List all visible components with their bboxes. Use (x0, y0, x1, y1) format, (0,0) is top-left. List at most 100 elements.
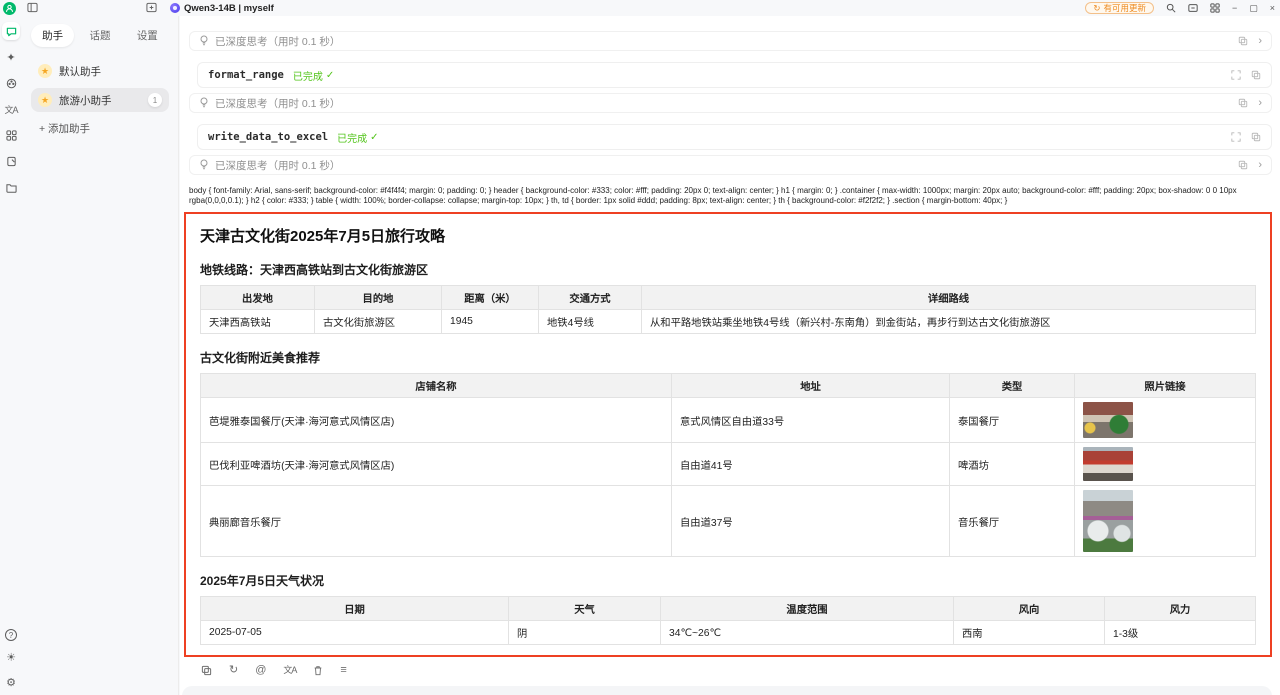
table-cell: 典丽廊音乐餐厅 (200, 485, 672, 557)
lightbulb-icon (200, 35, 208, 46)
column-header: 距离（米） (441, 285, 539, 310)
thinking-bar[interactable]: 已深度思考（用时 0.1 秒） › (189, 93, 1272, 113)
regenerate-icon[interactable]: ↻ (229, 663, 239, 676)
toggle-sidebar-icon[interactable] (27, 2, 38, 13)
sidebar-tabs: 助手 话题 设置 (31, 24, 169, 47)
tool-name: write_data_to_excel (208, 131, 329, 143)
table-cell: 意式风情区自由道33号 (671, 397, 950, 443)
doc-title: 天津古文化街2025年7月5日旅行攻略 (200, 228, 446, 245)
travel-guide-document: 天津古文化街2025年7月5日旅行攻略 地铁线路：天津西高铁站到古文化街旅游区 … (184, 212, 1272, 657)
files-nav-icon[interactable] (2, 178, 20, 196)
help-icon[interactable]: ? (5, 629, 17, 641)
translate-icon[interactable]: 文A (283, 664, 297, 675)
table-cell: 古文化街旅游区 (314, 309, 442, 334)
tab-settings[interactable]: 设置 (136, 30, 158, 42)
mention-icon[interactable]: @ (255, 663, 267, 676)
user-avatar[interactable] (3, 2, 16, 15)
food-table: 店铺名称 地址 类型 照片链接 芭堤雅泰国餐厅(天津·海河意式风情区店) 意式风情区自由… (200, 373, 1256, 557)
tool-call-card[interactable]: write_data_to_excel 已完成 ✓ (197, 124, 1272, 150)
delete-icon[interactable] (313, 665, 323, 676)
minapps-nav-icon[interactable] (2, 126, 20, 144)
table-cell: 西南 (953, 620, 1105, 645)
chat-nav-icon[interactable] (2, 22, 20, 40)
model-label: Qwen3-14B | myself (184, 2, 274, 14)
copy-icon[interactable] (1238, 98, 1248, 108)
column-header: 出发地 (200, 285, 315, 310)
close-button[interactable]: × (1269, 2, 1275, 13)
table-cell: 泰国餐厅 (949, 397, 1075, 443)
tab-assistants[interactable]: 助手 (31, 24, 75, 47)
column-header: 地址 (671, 373, 950, 398)
app-rail: ✦ 文A (0, 22, 22, 196)
beer-house-photo[interactable] (1083, 447, 1133, 481)
more-menu-icon[interactable]: ≡ (340, 663, 347, 676)
tool-status-label: 已完成 (337, 133, 368, 145)
table-cell: 芭堤雅泰国餐厅(天津·海河意式风情区店) (200, 397, 672, 443)
knowledge-nav-icon[interactable] (2, 152, 20, 170)
search-icon[interactable] (1166, 3, 1176, 13)
column-header: 天气 (508, 596, 661, 621)
check-icon: ✓ (325, 69, 335, 81)
message-input[interactable]: 在这里输入消息... ▸ @ 文A ↑ (182, 686, 1272, 695)
maximize-button[interactable]: ▢ (1249, 2, 1258, 13)
new-topic-icon[interactable] (146, 2, 157, 13)
table-header-row: 日期 天气 温度范围 风向 风力 (200, 596, 1256, 621)
tool-name: format_range (208, 69, 284, 81)
chat-area: 已深度思考（用时 0.1 秒） › format_range 已完成 ✓ 已深度… (180, 16, 1280, 695)
table-cell: 巴伐利亚啤酒坊(天津·海河意式风情区店) (200, 442, 672, 486)
message-actions: ↻ @ 文A ≡ (201, 663, 1272, 677)
table-cell: 自由道41号 (671, 442, 950, 486)
tab-topics[interactable]: 话题 (89, 30, 111, 42)
table-cell: 啤酒坊 (949, 442, 1075, 486)
paintings-nav-icon[interactable] (2, 74, 20, 92)
model-selector[interactable]: Qwen3-14B | myself (170, 1, 274, 15)
metro-heading: 地铁线路：天津西高铁站到古文化街旅游区 (200, 263, 429, 277)
photo-cell (1074, 442, 1256, 486)
tool-status-label: 已完成 (292, 71, 323, 83)
music-restaurant-photo[interactable] (1083, 490, 1133, 552)
apps-grid-icon[interactable] (1210, 3, 1220, 13)
copy-icon[interactable] (1238, 36, 1248, 46)
thinking-bar[interactable]: 已深度思考（用时 0.1 秒） › (189, 155, 1272, 175)
update-icon: ↻ (1093, 2, 1101, 13)
chevron-right-icon[interactable]: › (1258, 159, 1262, 171)
table-cell: 2025-07-05 (200, 620, 509, 645)
chevron-right-icon[interactable]: › (1258, 35, 1262, 47)
add-assistant-button[interactable]: + 添加助手 (39, 123, 91, 135)
food-heading: 古文化街附近美食推荐 (200, 351, 321, 365)
agents-nav-icon[interactable]: ✦ (6, 50, 16, 64)
translate-nav-icon[interactable]: 文A (4, 104, 18, 115)
thinking-bar[interactable]: 已深度思考（用时 0.1 秒） › (189, 31, 1272, 51)
update-badge[interactable]: ↻ 有可用更新 (1085, 2, 1154, 14)
chevron-right-icon[interactable]: › (1258, 97, 1262, 109)
column-header: 店铺名称 (200, 373, 672, 398)
star-icon: ★ (38, 93, 52, 107)
assistant-item-travel[interactable]: ★ 旅游小助手 1 (31, 88, 169, 112)
copy-icon[interactable] (1251, 132, 1261, 142)
expand-icon[interactable] (1231, 70, 1241, 80)
column-header: 目的地 (314, 285, 442, 310)
table-cell: 天津西高铁站 (200, 309, 315, 334)
expand-icon[interactable] (1231, 132, 1241, 142)
table-cell: 音乐餐厅 (949, 485, 1075, 557)
column-header: 风向 (953, 596, 1105, 621)
column-header: 风力 (1104, 596, 1256, 621)
thai-restaurant-photo[interactable] (1083, 402, 1133, 438)
table-header-row: 出发地 目的地 距离（米） 交通方式 详细路线 (200, 285, 1256, 310)
tool-call-card[interactable]: format_range 已完成 ✓ (197, 62, 1272, 88)
star-icon: ★ (38, 64, 52, 78)
minimize-button[interactable]: − (1231, 2, 1238, 13)
copy-icon[interactable] (1238, 160, 1248, 170)
thinking-label: 已深度思考（用时 0.1 秒） (215, 159, 341, 172)
copy-icon[interactable] (201, 665, 212, 676)
rail-bottom: ? ☀ ⚙ (0, 629, 22, 691)
assistant-item-default[interactable]: ★ 默认助手 (31, 59, 169, 83)
settings-gear-icon[interactable]: ⚙ (6, 675, 16, 689)
table-row: 芭堤雅泰国餐厅(天津·海河意式风情区店) 意式风情区自由道33号 泰国餐厅 (200, 397, 1256, 443)
thinking-label: 已深度思考（用时 0.1 秒） (215, 97, 341, 110)
thinking-label: 已深度思考（用时 0.1 秒） (215, 35, 341, 48)
copy-icon[interactable] (1251, 70, 1261, 80)
table-cell: 1945 (441, 309, 539, 334)
expand-panel-icon[interactable] (1188, 3, 1198, 13)
theme-toggle-icon[interactable]: ☀ (6, 650, 16, 664)
